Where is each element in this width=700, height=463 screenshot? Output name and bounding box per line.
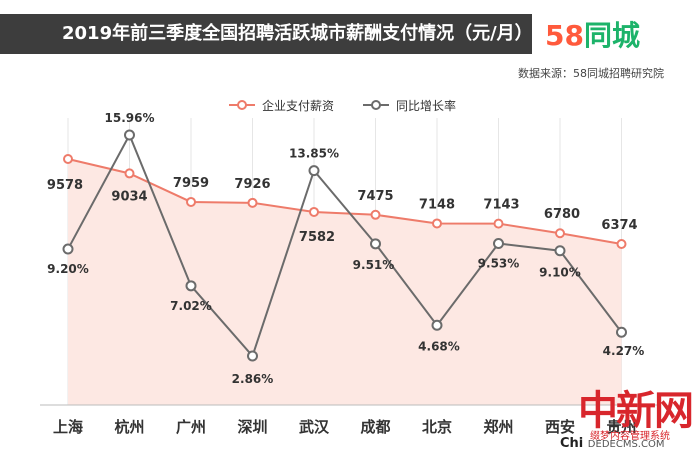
growth-point (185, 280, 197, 292)
logo-number: 58 (545, 19, 584, 52)
salary-point (493, 218, 504, 229)
salary-data-label: 6780 (544, 207, 580, 222)
salary-point (370, 209, 381, 220)
salary-data-label: 9578 (47, 178, 83, 193)
x-tick-label: 贵州 (606, 418, 636, 436)
growth-data-label: 15.96% (105, 111, 155, 125)
growth-data-label: 4.68% (418, 339, 460, 353)
x-tick-label: 北京 (422, 418, 452, 436)
growth-point (124, 129, 135, 141)
watermark-footer-prefix: Chi (560, 436, 584, 451)
legend-label-salary: 企业支付薪资 (262, 98, 334, 113)
salary-point (555, 228, 565, 239)
growth-data-label: 7.02% (170, 299, 212, 313)
salary-point (309, 206, 319, 217)
growth-point (616, 326, 627, 338)
growth-point (247, 350, 258, 362)
salary-data-label: 6374 (601, 218, 637, 233)
watermark-caption: 缀梦内容管理系统 (590, 431, 670, 442)
x-tick-label: 武汉 (299, 418, 330, 436)
growth-data-label: 9.20% (47, 262, 89, 276)
salary-data-label: 7143 (483, 198, 519, 213)
growth-point (62, 243, 74, 255)
legend-marker-growth (371, 100, 381, 110)
data-source-note: 数据来源：58同城招聘研究院 (518, 67, 664, 80)
salary-point (63, 154, 73, 164)
x-tick-label: 成都 (360, 418, 390, 436)
salary-data-label: 7475 (357, 189, 393, 204)
growth-data-label: 9.53% (478, 256, 520, 270)
x-tick-label: 上海 (53, 418, 83, 436)
x-tick-label: 广州 (176, 418, 206, 436)
chart-title: 2019年前三季度全国招聘活跃城市薪酬支付情况（元/月） (0, 14, 532, 54)
watermark-logo-text: 中新网 (578, 387, 694, 434)
brand-logo: 58同城 (545, 16, 695, 56)
growth-data-label: 9.10% (539, 266, 581, 280)
growth-data-label: 13.85% (289, 147, 339, 161)
series-line-salary (67, 158, 622, 245)
salary-data-label: 7926 (234, 177, 270, 192)
salary-data-label: 7959 (173, 176, 209, 191)
salary-point (432, 218, 442, 229)
growth-point (554, 245, 566, 257)
salary-data-label: 7148 (419, 197, 455, 212)
x-tick-label: 杭州 (114, 418, 144, 436)
watermark: 中新网 缀梦内容管理系统 Chi DEDECMS.COM (560, 378, 700, 458)
salary-point (186, 196, 196, 207)
salary-area-fill (68, 159, 622, 405)
growth-data-label: 2.86% (232, 372, 274, 386)
logo-text: 同城 (583, 19, 640, 52)
watermark-footer: Chi DEDECMS.COM (560, 436, 664, 451)
salary-data-label: 9034 (111, 189, 147, 204)
x-tick-label: 西安 (545, 418, 575, 436)
salary-point (247, 197, 258, 208)
growth-point (493, 237, 504, 249)
series-line-growth (67, 132, 623, 358)
growth-data-label: 9.51% (353, 258, 395, 272)
legend-marker-salary (237, 100, 247, 110)
x-tick-label: 深圳 (237, 418, 267, 436)
legend-label-growth: 同比增长率 (396, 98, 456, 113)
salary-point (616, 239, 627, 249)
salary-data-label: 7582 (299, 230, 335, 245)
growth-point (308, 165, 320, 177)
growth-point (370, 238, 381, 250)
watermark-footer-site: DEDECMS.COM (587, 439, 665, 450)
salary-point (124, 168, 135, 179)
growth-data-label: 4.27% (603, 344, 645, 358)
x-tick-label: 郑州 (483, 418, 513, 436)
growth-point (431, 319, 443, 331)
